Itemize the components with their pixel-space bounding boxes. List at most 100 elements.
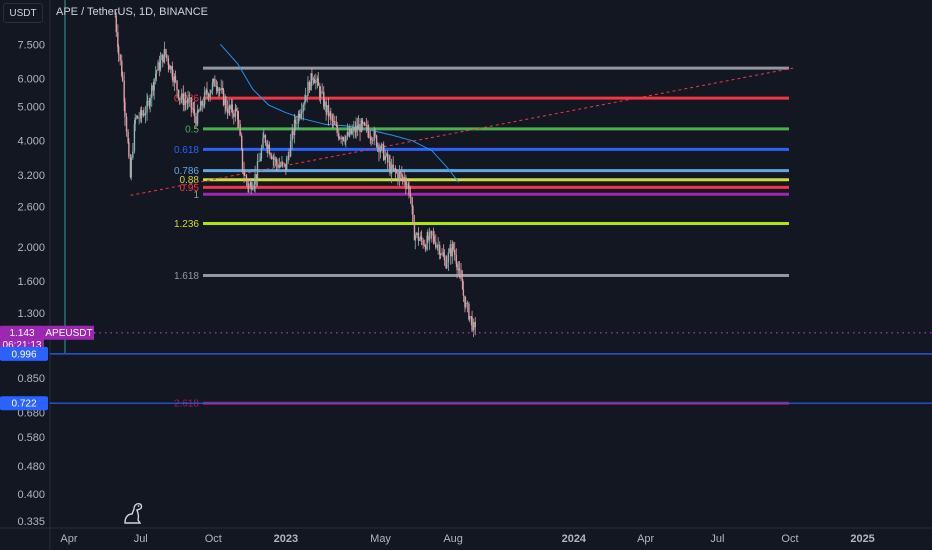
candle-body bbox=[447, 252, 450, 262]
candle-body bbox=[335, 124, 338, 126]
candle-body bbox=[398, 172, 401, 180]
x-tick-label: Aug bbox=[443, 533, 463, 545]
candle-body bbox=[368, 131, 370, 138]
horizontal-line-price-label: 0.996 bbox=[11, 349, 36, 360]
candle-body bbox=[119, 54, 121, 61]
candle-body bbox=[454, 249, 456, 256]
candle-body bbox=[288, 155, 290, 157]
candle-body bbox=[417, 232, 420, 241]
candle-body bbox=[409, 194, 412, 198]
y-tick-label: 0.335 bbox=[17, 516, 45, 528]
fib-level-label: 1 bbox=[193, 190, 199, 201]
candle-body bbox=[215, 86, 218, 88]
fib-level-label: 1.618 bbox=[174, 271, 199, 282]
candle-body bbox=[289, 140, 292, 157]
last-price-label: 1.143 bbox=[9, 328, 34, 339]
candle-body bbox=[405, 184, 408, 186]
candle-body bbox=[458, 268, 461, 270]
candle-body bbox=[237, 110, 239, 120]
candle-body bbox=[115, 16, 117, 33]
candle-body bbox=[201, 101, 203, 106]
candle-body bbox=[304, 95, 307, 102]
candle-body bbox=[267, 144, 269, 149]
candle-body bbox=[205, 89, 207, 92]
candle-body bbox=[388, 161, 390, 163]
candle-body bbox=[162, 54, 164, 63]
candle-body bbox=[461, 279, 464, 290]
candle-body bbox=[187, 98, 189, 104]
candle-body bbox=[211, 82, 214, 91]
candle-body bbox=[344, 140, 346, 142]
candle-body bbox=[195, 116, 197, 125]
candle-body bbox=[186, 101, 188, 104]
candle-body bbox=[380, 144, 383, 150]
candle-body bbox=[199, 101, 202, 111]
candle-body bbox=[330, 112, 332, 117]
candle-body bbox=[350, 128, 353, 134]
x-tick-label: Apr bbox=[637, 533, 654, 545]
candle-body bbox=[214, 78, 216, 87]
fib-level-label: 0.95 bbox=[180, 183, 200, 194]
candle-body bbox=[389, 161, 391, 174]
candle-body bbox=[172, 76, 174, 83]
candle-body bbox=[281, 162, 283, 166]
currency-button[interactable]: USDT bbox=[3, 3, 43, 23]
fib-level-label: 0.5 bbox=[185, 124, 199, 135]
candle-body bbox=[197, 110, 200, 112]
candle-body bbox=[331, 116, 334, 121]
candle-body bbox=[230, 104, 233, 110]
candle-body bbox=[180, 98, 182, 100]
candle-body bbox=[239, 124, 241, 136]
candle-body bbox=[386, 153, 388, 156]
candle-body bbox=[311, 73, 313, 81]
candle-body bbox=[176, 80, 178, 90]
candle-body bbox=[373, 131, 375, 141]
candle-body bbox=[136, 116, 139, 119]
candle-body bbox=[306, 95, 308, 97]
candle-body bbox=[363, 122, 365, 124]
candle-body bbox=[138, 118, 140, 120]
candle-body bbox=[209, 92, 211, 97]
candle-body bbox=[262, 137, 264, 149]
candle-body bbox=[272, 157, 274, 159]
candle-body bbox=[210, 90, 212, 93]
candle-body bbox=[416, 232, 418, 236]
candle-body bbox=[395, 171, 398, 173]
candle-body bbox=[121, 60, 123, 76]
candle-body bbox=[321, 91, 323, 93]
candle-body bbox=[181, 93, 183, 99]
candle-body bbox=[472, 321, 475, 331]
candle-body bbox=[222, 87, 224, 91]
horizontal-line-badge bbox=[0, 396, 48, 411]
candle-body bbox=[355, 125, 357, 133]
candle-body bbox=[244, 175, 246, 177]
candle-body bbox=[294, 120, 297, 124]
y-tick-label: 0.680 bbox=[17, 407, 45, 419]
candle-body bbox=[125, 116, 128, 132]
candle-body bbox=[248, 185, 250, 188]
candle-body bbox=[268, 144, 271, 154]
x-tick-label: 2023 bbox=[274, 533, 298, 545]
candle-body bbox=[327, 105, 330, 117]
candle-body bbox=[449, 248, 451, 253]
candle-body bbox=[123, 80, 125, 102]
candle-body bbox=[124, 101, 126, 117]
x-tick-label: 2025 bbox=[850, 533, 874, 545]
y-tick-label: 2.600 bbox=[17, 202, 45, 214]
chart-title: APE / TetherUS, 1D, BINANCE bbox=[56, 6, 209, 18]
candle-body bbox=[446, 261, 448, 268]
candle-body bbox=[292, 131, 294, 136]
candle-body bbox=[298, 113, 300, 118]
candle-body bbox=[465, 302, 467, 307]
tradingview-logo-icon[interactable] bbox=[122, 500, 144, 531]
candle-body bbox=[193, 109, 196, 117]
y-tick-label: 5.000 bbox=[17, 101, 45, 113]
candle-body bbox=[315, 80, 317, 84]
candle-body bbox=[241, 148, 244, 171]
candle-body bbox=[342, 137, 345, 141]
candle-body bbox=[287, 155, 289, 159]
x-tick-label: Oct bbox=[781, 533, 798, 545]
candle-body bbox=[117, 46, 120, 55]
horizontal-line-badge bbox=[0, 346, 48, 361]
